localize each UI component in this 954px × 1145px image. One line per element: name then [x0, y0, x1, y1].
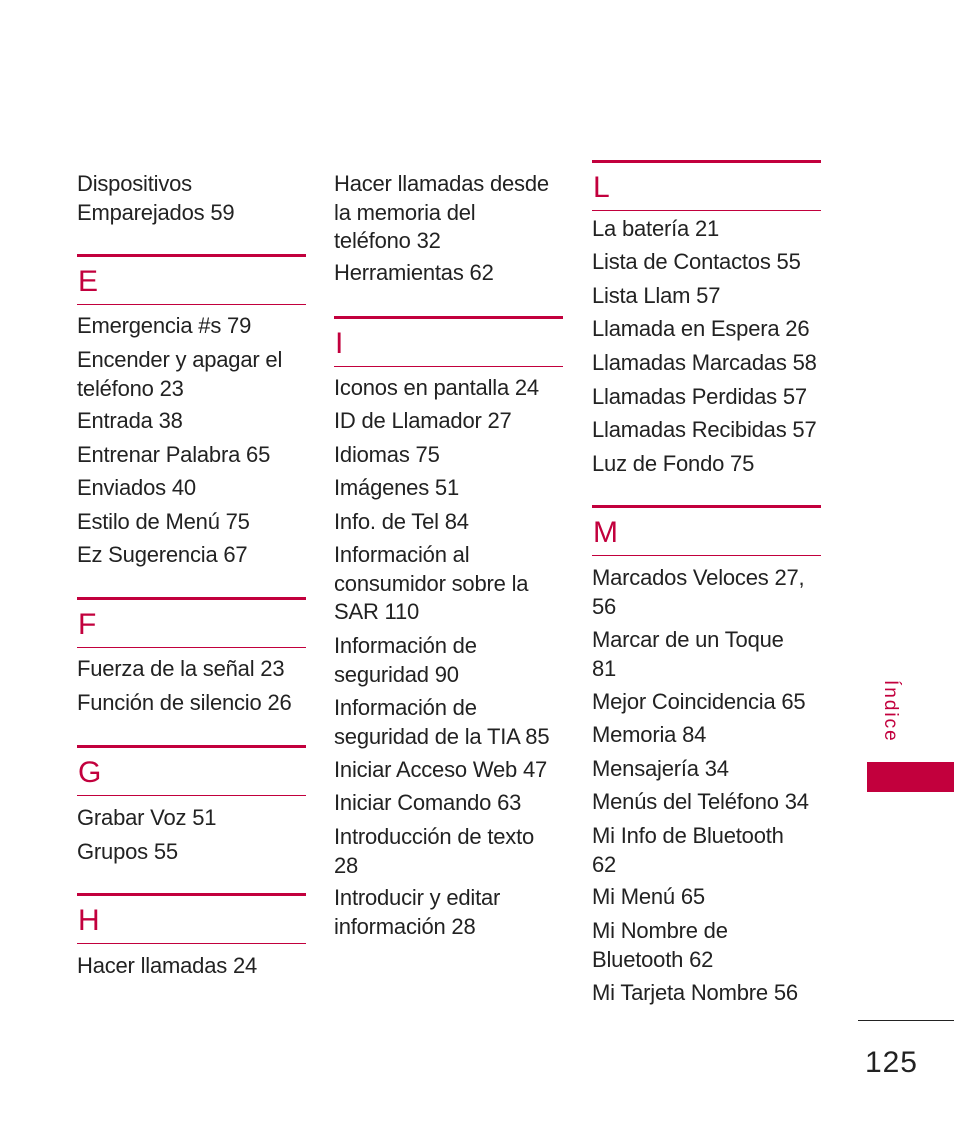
index-entry: Información de seguridad 90 — [334, 633, 477, 687]
index-entry: La batería 21 — [592, 216, 720, 241]
section-rule-bottom — [77, 943, 306, 944]
section-letter: E — [78, 265, 99, 298]
section-letter: F — [78, 608, 97, 641]
section-letter: I — [335, 327, 344, 360]
index-entry: Grabar Voz 51 — [77, 805, 217, 830]
section-rule-top — [77, 893, 306, 896]
index-entry: Lista de Contactos 55 — [592, 249, 801, 274]
section-rule-bottom — [77, 647, 306, 648]
section-rule-top — [77, 745, 306, 748]
index-entry: Idiomas 75 — [334, 442, 440, 467]
index-entry: Introducir y editar información 28 — [334, 885, 501, 939]
index-entry: Iniciar Comando 63 — [334, 790, 522, 815]
index-entry: Herramientas 62 — [334, 260, 494, 285]
index-entry: Mejor Coincidencia 65 — [592, 689, 806, 714]
index-entry: Hacer llamadas 24 — [77, 953, 258, 978]
index-entry: Iniciar Acceso Web 47 — [334, 757, 548, 782]
index-entry: Luz de Fondo 75 — [592, 451, 755, 476]
index-entry: Mi Info de Bluetooth 62 — [592, 823, 784, 877]
index-entry: Mi Tarjeta Nombre 56 — [592, 980, 798, 1005]
index-entry: Dispositivos Emparejados 59 — [77, 171, 235, 225]
index-entry: Llamadas Marcadas 58 — [592, 350, 817, 375]
index-entry: ID de Llamador 27 — [334, 408, 512, 433]
section-rule-bottom — [592, 555, 821, 556]
footer-rule — [858, 1020, 954, 1021]
section-rule-top — [77, 254, 306, 257]
section-letter: L — [593, 171, 610, 204]
index-entry: Iconos en pantalla 24 — [334, 375, 539, 400]
index-entry: Introducción de texto 28 — [334, 824, 535, 878]
index-entry: Entrenar Palabra 65 — [77, 442, 271, 467]
section-rule-bottom — [592, 210, 821, 211]
index-entry: Menús del Teléfono 34 — [592, 789, 809, 814]
index-entry: Grupos 55 — [77, 839, 178, 864]
section-rule-bottom — [77, 795, 306, 796]
index-entry: Marcar de un Toque 81 — [592, 627, 784, 681]
index-entry: Fuerza de la señal 23 — [77, 656, 285, 681]
index-entry: Imágenes 51 — [334, 475, 459, 500]
index-entry: Estilo de Menú 75 — [77, 509, 250, 534]
section-rule-top — [77, 597, 306, 600]
index-entry: Mensajería 34 — [592, 756, 729, 781]
section-rule-top — [592, 505, 821, 508]
section-rule-top — [592, 160, 821, 163]
index-entry: Ez Sugerencia 67 — [77, 542, 248, 567]
index-entry: Llamadas Recibidas 57 — [592, 417, 817, 442]
section-letter: G — [78, 756, 102, 789]
section-tab-label: Índice — [880, 680, 901, 743]
index-entry: Encender y apagar el teléfono 23 — [77, 347, 283, 401]
index-entry: Lista Llam 57 — [592, 283, 721, 308]
section-letter: M — [593, 516, 618, 549]
index-entry: Enviados 40 — [77, 475, 196, 500]
index-entry: Mi Menú 65 — [592, 884, 705, 909]
index-entry: Función de silencio 26 — [77, 690, 292, 715]
section-rule-bottom — [77, 304, 306, 305]
index-entry: Info. de Tel 84 — [334, 509, 469, 534]
index-entry: Llamada en Espera 26 — [592, 316, 810, 341]
index-entry: Emergencia #s 79 — [77, 313, 252, 338]
index-entry: Información al consumidor sobre la SAR 1… — [334, 542, 529, 624]
index-entry: Mi Nombre de Bluetooth 62 — [592, 918, 728, 972]
index-entry: Marcados Veloces 27, 56 — [592, 565, 805, 619]
index-entry: Entrada 38 — [77, 408, 183, 433]
index-entry: Memoria 84 — [592, 722, 707, 747]
section-letter: H — [78, 904, 100, 937]
index-entry: Información de seguridad de la TIA 85 — [334, 695, 550, 749]
index-entry: Llamadas Perdidas 57 — [592, 384, 807, 409]
index-entry: Hacer llamadas desde la memoria del telé… — [334, 171, 549, 253]
page-number: 125 — [864, 1046, 918, 1079]
section-rule-bottom — [334, 366, 563, 367]
section-rule-top — [334, 316, 563, 319]
section-tab-marker — [867, 762, 954, 792]
